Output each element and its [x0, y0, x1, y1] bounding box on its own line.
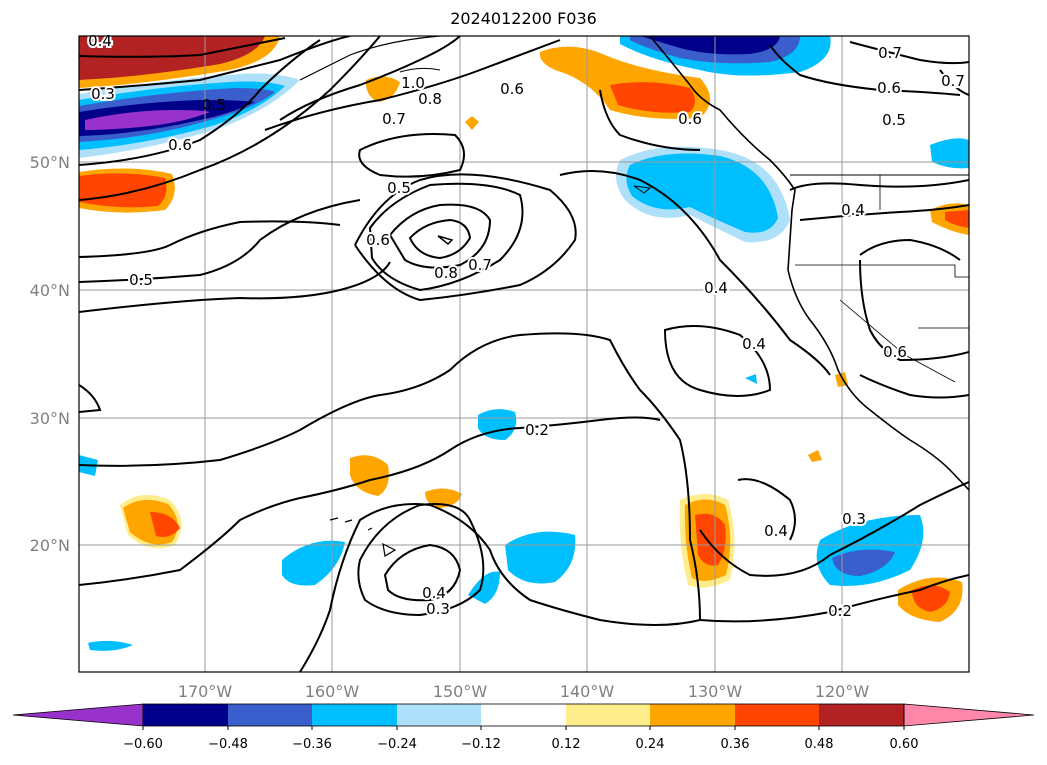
- contour-label: 0.5: [129, 271, 153, 289]
- contour-label: 0.5: [882, 111, 906, 129]
- contour-label-group: 0.4 0.3 0.5 0.6 0.7 0.8 1.0 0.6 0.6 0.5 …: [86, 30, 967, 622]
- lon-label: 140°W: [560, 682, 615, 701]
- contour-label: 0.4: [764, 522, 788, 540]
- colorbar-tick-label: −0.24: [377, 737, 417, 752]
- lon-label: 170°W: [178, 682, 233, 701]
- colorbar-tick-label: −0.48: [208, 737, 248, 752]
- contour-label: 0.7: [468, 256, 492, 274]
- graticule: [79, 36, 969, 672]
- lon-label: 120°W: [815, 682, 870, 701]
- contour-label: 0.3: [842, 510, 866, 528]
- contour-label: 0.7: [878, 44, 902, 62]
- longitude-labels: 170°W 160°W 150°W 140°W 130°W 120°W: [178, 682, 870, 701]
- contour-label: 0.4: [422, 584, 446, 602]
- contour-label: 0.4: [742, 335, 766, 353]
- contour-label: 0.6: [883, 343, 907, 361]
- colorbar-extend-high: [903, 703, 1035, 727]
- contour-label: 0.6: [366, 231, 390, 249]
- colorbar-swatch: [735, 704, 819, 726]
- map-title: 2024012200 F036: [450, 9, 597, 28]
- contour-label: 0.3: [426, 600, 450, 618]
- colorbar-tick-label: 0.48: [805, 737, 834, 752]
- colorbar-tick-label: 0.36: [721, 737, 750, 752]
- lon-label: 160°W: [305, 682, 360, 701]
- colorbar-swatch: [397, 704, 481, 726]
- colorbar-swatch: [819, 704, 904, 726]
- contour-label: 0.6: [678, 110, 702, 128]
- colorbar-tick-label: 0.12: [552, 737, 581, 752]
- contour-label: 0.6: [877, 79, 901, 97]
- colorbar-extend-low: [12, 703, 144, 727]
- lat-label: 50°N: [30, 153, 70, 172]
- colorbar-tick-label: −0.60: [123, 737, 163, 752]
- map-frame: [78, 35, 970, 673]
- latitude-labels: 50°N 40°N 30°N 20°N: [30, 153, 70, 555]
- contour-label: 0.4: [841, 201, 865, 219]
- contour-label: 0.4: [704, 279, 728, 297]
- contour-label: 0.6: [168, 136, 192, 154]
- contour-lines: [79, 36, 969, 672]
- contour-label: 0.7: [382, 110, 406, 128]
- colorbar-tick-label: −0.12: [461, 737, 501, 752]
- contour-label: 0.4: [88, 32, 112, 50]
- colorbar-swatch: [312, 704, 397, 726]
- colorbar-swatch: [143, 704, 228, 726]
- contour-label: 0.2: [828, 602, 852, 620]
- contour-label: 0.3: [91, 85, 115, 103]
- colorbar-tick-label: 0.24: [636, 737, 665, 752]
- lat-label: 30°N: [30, 409, 70, 428]
- contour-label: 0.6: [500, 80, 524, 98]
- lon-label: 130°W: [688, 682, 743, 701]
- colorbar: −0.60 −0.48 −0.36 −0.24 −0.12 0.12 0.24 …: [12, 703, 1035, 752]
- colorbar-swatch: [228, 704, 312, 726]
- colorbar-swatch: [566, 704, 650, 726]
- coastlines: [299, 36, 969, 557]
- colorbar-tick-label: −0.36: [292, 737, 332, 752]
- contour-label: 0.7: [941, 72, 965, 90]
- lat-label: 40°N: [30, 281, 70, 300]
- shaded-anomaly-field: [79, 36, 969, 651]
- colorbar-tick-label: 0.60: [890, 737, 919, 752]
- colorbar-swatch: [481, 704, 566, 726]
- contour-label: 0.8: [434, 264, 458, 282]
- lat-label: 20°N: [30, 536, 70, 555]
- contour-label: 0.2: [525, 421, 549, 439]
- colorbar-swatch: [650, 704, 735, 726]
- contour-label: 1.0: [401, 74, 425, 92]
- contour-label: 0.5: [387, 179, 411, 197]
- contour-label: 0.8: [418, 90, 442, 108]
- contour-label: 0.5: [202, 96, 226, 114]
- lon-label: 150°W: [433, 682, 488, 701]
